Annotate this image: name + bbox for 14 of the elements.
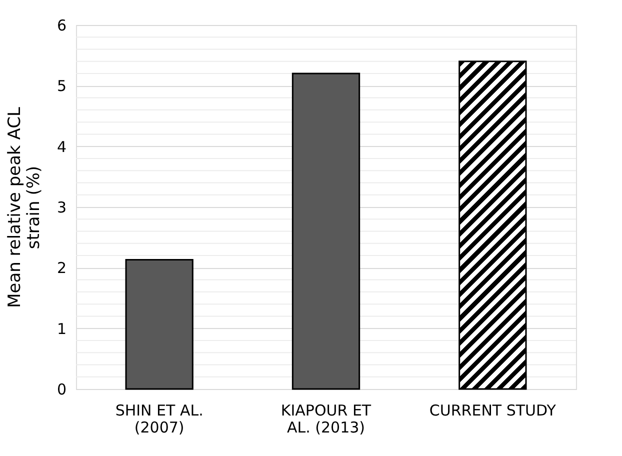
y-tick-label: 2 [56, 259, 66, 278]
y-tick-label: 5 [56, 77, 66, 96]
y-tick-label: 6 [56, 16, 66, 34]
bar [292, 72, 360, 390]
y-tick-label: 1 [56, 320, 66, 338]
bar [458, 60, 527, 390]
y-tick-label: 0 [56, 380, 66, 398]
x-tick-label: KIAPOUR ET AL. (2013) [280, 402, 372, 436]
bar [125, 259, 194, 390]
y-tick-label: 4 [56, 138, 66, 156]
y-tick-label: 3 [56, 198, 66, 216]
x-tick-label: CURRENT STUDY [429, 402, 557, 420]
x-tick-label: SHIN ET AL. (2007) [115, 402, 204, 436]
y-axis-title: Mean relative peak ACL strain (%) [4, 106, 44, 308]
